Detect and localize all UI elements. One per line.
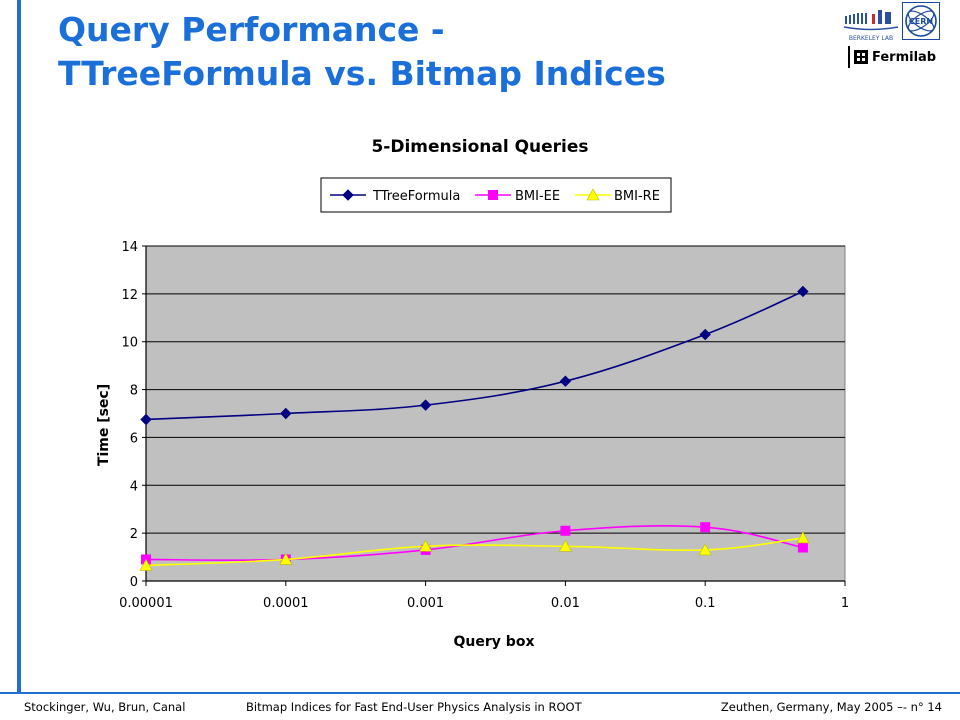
series-ttreeformula (140, 285, 809, 426)
x-axis-label: Query box (454, 634, 535, 650)
y-tick-label: 6 (130, 431, 138, 446)
y-tick-label: 12 (121, 288, 138, 303)
footer-authors: Stockinger, Wu, Brun, Canal (24, 700, 186, 714)
y-tick-label: 0 (130, 575, 138, 590)
berkeley-lab-logo: BERKELEY LAB (842, 2, 900, 44)
legend-label: TTreeFormula (372, 189, 460, 204)
x-tick-label: 0.1 (695, 596, 716, 611)
legend-entry: BMI-RE (575, 188, 660, 204)
y-tick-label: 14 (121, 240, 138, 255)
data-point (698, 543, 712, 556)
slide-title: Query Performance - TTreeFormula vs. Bit… (58, 8, 666, 96)
data-point (797, 285, 809, 298)
data-point (279, 552, 293, 565)
data-point (559, 375, 572, 387)
y-tick-label: 10 (121, 336, 138, 351)
x-tick-label: 1 (841, 596, 849, 611)
legend-label: BMI-RE (614, 189, 660, 204)
fermilab-mark-icon (854, 50, 868, 64)
data-point (700, 522, 711, 533)
footer-venue: Zeuthen, Germany, May 2005 –- n° 14 (720, 700, 942, 714)
fermilab-logo-text: Fermilab (872, 49, 937, 65)
cern-logo-text: CERN (909, 17, 933, 26)
chart-title: 5-Dimensional Queries (371, 137, 588, 157)
chart-legend: TTreeFormula BMI-EE BMI-RE (320, 177, 672, 213)
y-tick-label: 8 (130, 384, 138, 399)
chart: 5-Dimensional Queries TTreeFormula BMI-EE… (96, 137, 849, 650)
footer-rule (0, 692, 960, 694)
data-point (560, 525, 571, 536)
legend-marker (586, 188, 600, 201)
series-bmi-re (139, 531, 810, 571)
data-point (419, 539, 433, 552)
data-point (558, 539, 572, 552)
legend-label: BMI-EE (515, 189, 560, 204)
legend-entry: BMI-EE (475, 189, 560, 204)
footer-talk-title: Bitmap Indices for Fast End-User Physics… (246, 700, 582, 714)
legend-marker (488, 190, 498, 200)
gridlines (146, 245, 845, 534)
data-point (140, 413, 152, 426)
x-tick-label: 0.01 (551, 596, 580, 611)
legend-marker (342, 189, 354, 201)
x-tick-label: 0.0001 (263, 596, 309, 611)
data-point (797, 542, 808, 553)
y-tick-label: 4 (130, 479, 138, 494)
cern-logo: CERN (902, 2, 940, 40)
plot-area (145, 245, 846, 582)
data-point (280, 407, 292, 420)
fermilab-logo: Fermilab (848, 46, 942, 68)
axes: 0 2 4 6 8 10 12 14 0.00001 0.0001 0.001 0.01 0.1 1 (119, 240, 849, 611)
legend-entry: TTreeFormula (330, 189, 460, 204)
slide-title-line-1: Query Performance - (58, 10, 445, 49)
data-point (699, 328, 711, 341)
lbl-logo-text: BERKELEY LAB (849, 35, 893, 42)
data-point (139, 558, 153, 571)
series-layer (139, 285, 810, 571)
data-point (796, 531, 810, 544)
left-accent-bar (17, 0, 21, 692)
x-tick-label: 0.001 (407, 596, 444, 611)
y-axis-label: Time [sec] (96, 384, 112, 466)
y-tick-label: 2 (130, 527, 138, 542)
footer: Stockinger, Wu, Brun, Canal Bitmap Indic… (0, 696, 960, 720)
data-point (419, 399, 432, 411)
slide-title-line-2: TTreeFormula vs. Bitmap Indices (58, 54, 666, 93)
x-tick-label: 0.00001 (119, 596, 173, 611)
